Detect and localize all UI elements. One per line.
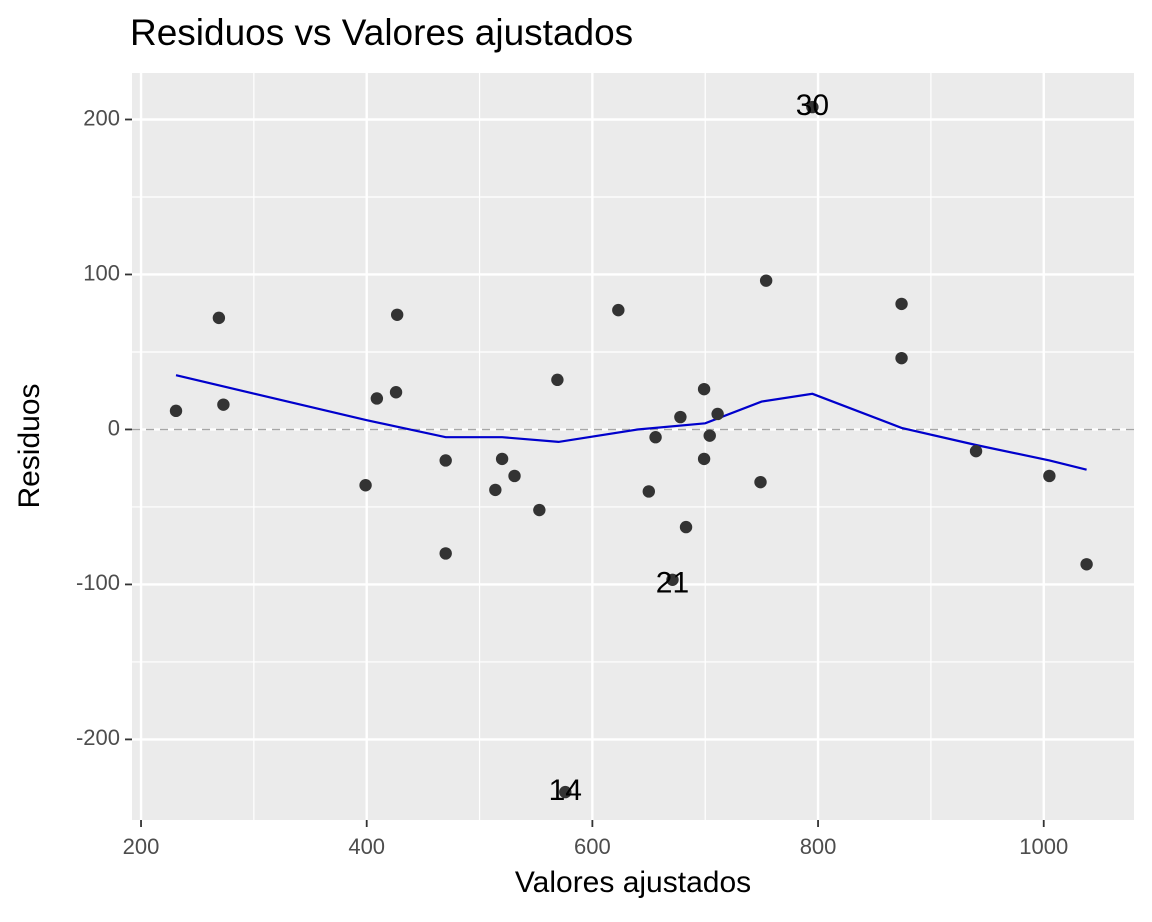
data-point (390, 308, 404, 321)
data-point (1080, 558, 1093, 571)
point-label: 30 (796, 89, 829, 122)
data-point (806, 100, 819, 114)
data-point (666, 573, 679, 586)
x-tick-label: 600 (574, 834, 611, 859)
data-point (759, 274, 773, 287)
y-tick-label: 0 (108, 415, 120, 440)
point-labels: 30 21 14 (549, 89, 829, 807)
data-point (489, 483, 502, 497)
point-label: 21 (656, 566, 689, 599)
data-point (439, 454, 452, 467)
data-point (359, 479, 372, 492)
data-point (649, 431, 662, 444)
y-tick-label: 200 (83, 105, 120, 130)
data-point (679, 520, 693, 534)
data-point (508, 469, 521, 483)
data-point (642, 485, 655, 498)
y-tick-label: -200 (76, 725, 120, 750)
data-point (559, 785, 572, 799)
data-point (895, 351, 908, 365)
data-point (754, 475, 767, 489)
data-point (1043, 469, 1056, 483)
x-tick-label: 1000 (1019, 834, 1068, 859)
x-axis-label: Valores ajustados (514, 866, 752, 899)
x-tick-label: 200 (123, 834, 160, 859)
data-point (703, 429, 716, 442)
data-point (895, 297, 908, 311)
data-point (217, 398, 230, 411)
grid-minor (132, 73, 1134, 820)
data-point (495, 452, 509, 466)
data-points (169, 100, 1093, 799)
data-point (674, 410, 687, 424)
data-point (697, 452, 711, 466)
data-point (212, 311, 226, 325)
data-point (389, 386, 403, 399)
data-point (551, 373, 564, 387)
data-point (370, 392, 384, 405)
data-point (697, 382, 711, 396)
y-tick-label: -100 (76, 570, 120, 595)
data-point (969, 444, 983, 458)
data-point (169, 404, 183, 418)
y-tick-label: 100 (83, 260, 120, 285)
point-label: 14 (549, 774, 582, 807)
chart-title: Residuos vs Valores ajustados (130, 12, 634, 53)
data-point (533, 503, 546, 517)
x-tick-label: 800 (800, 834, 837, 859)
data-point (711, 407, 724, 421)
x-tick-label: 400 (348, 834, 385, 859)
data-point (612, 303, 625, 317)
data-point (439, 547, 452, 560)
